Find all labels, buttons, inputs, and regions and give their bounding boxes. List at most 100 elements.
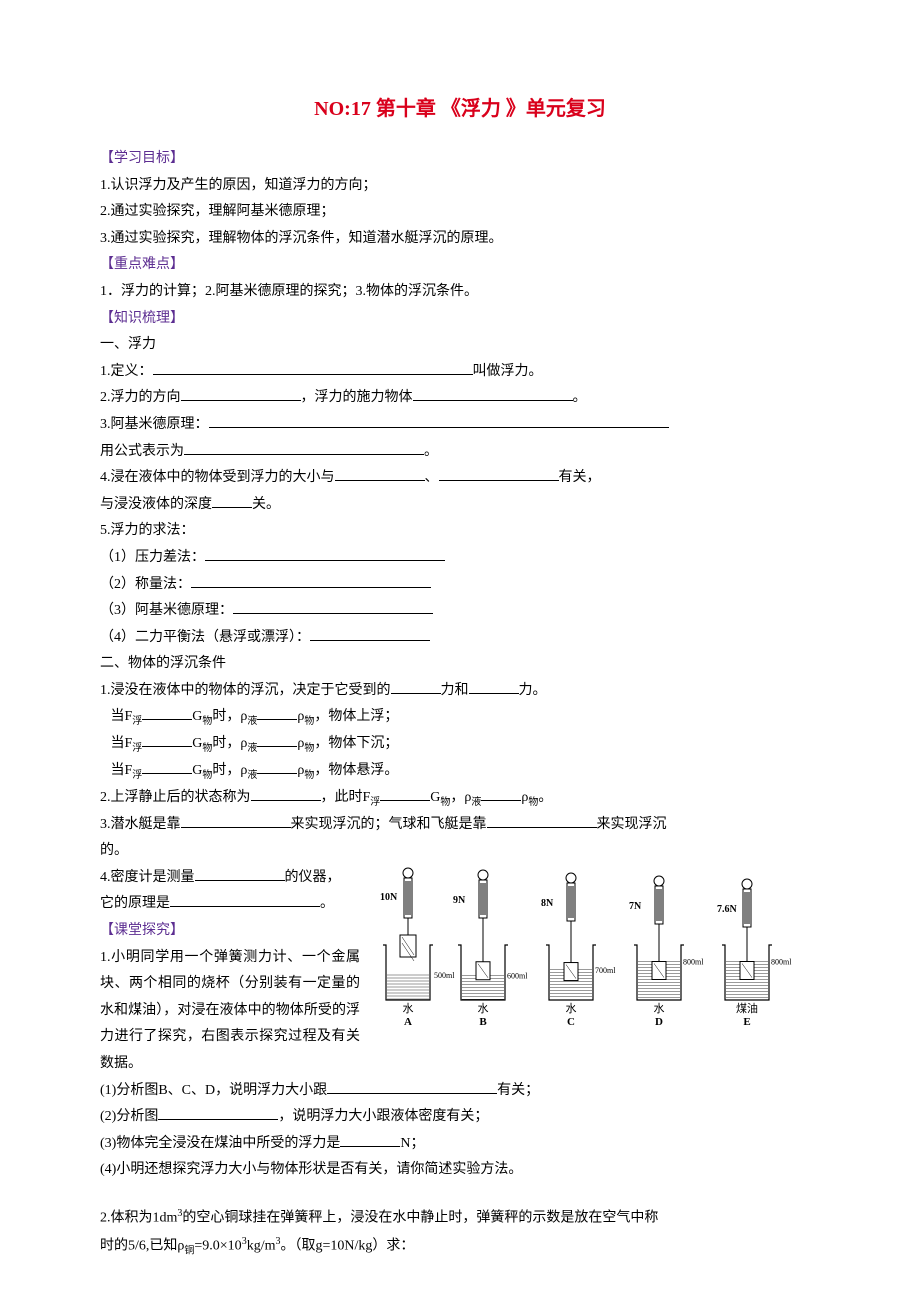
blank	[142, 719, 192, 720]
sub-wu: 物	[440, 797, 450, 808]
c1-q2-a: (2)分析图	[100, 1109, 158, 1124]
s4-a: 4.密度计是测量	[100, 870, 195, 885]
svg-text:700ml: 700ml	[595, 966, 616, 975]
objective-2: 2.通过实验探究，理解阿基米德原理；	[100, 199, 820, 226]
k3: 3.阿基米德原理：	[100, 412, 820, 439]
svg-text:D: D	[655, 1016, 663, 1028]
s2-b: ，此时F	[321, 790, 371, 805]
blank	[257, 773, 297, 774]
svg-text:A: A	[404, 1016, 412, 1028]
k5-3-text: （3）阿基米德原理：	[100, 603, 233, 618]
s1-cond2-end: ，物体下沉；	[314, 736, 398, 751]
c1-q1-b: 有关；	[497, 1083, 539, 1098]
k5: 5.浮力的求法：	[100, 518, 820, 545]
blank	[257, 746, 297, 747]
blank	[340, 1146, 400, 1147]
k5-2-text: （2）称量法：	[100, 577, 191, 592]
s1-b: 力和	[441, 683, 469, 698]
s3-2: 的。	[100, 838, 820, 865]
page-title: NO:17 第十章 《浮力 》单元复习	[100, 90, 820, 128]
k3-a: 3.阿基米德原理：	[100, 417, 209, 432]
svg-text:水: 水	[403, 1002, 414, 1015]
svg-text:10N: 10N	[380, 892, 398, 903]
sub-fu: 浮	[132, 716, 142, 727]
blank	[335, 480, 425, 481]
svg-text:水: 水	[478, 1002, 489, 1015]
k3-b: 用公式表示为	[100, 444, 184, 459]
knowledge-h2: 二、物体的浮沉条件	[100, 651, 820, 678]
blank	[142, 773, 192, 774]
s2-a: 2.上浮静止后的状态称为	[100, 790, 251, 805]
sub-ye: 液	[247, 770, 257, 781]
focus-1: 1．浮力的计算；2.阿基米德原理的探究；3.物体的浮沉条件。	[100, 279, 820, 306]
s1: 1.浸没在液体中的物体的浮沉，决定于它受到的力和力。	[100, 678, 820, 705]
section-knowledge: 【知识梳理】	[100, 311, 184, 326]
blank	[257, 719, 297, 720]
sub-wu: 物	[202, 743, 212, 754]
blank	[184, 454, 424, 455]
c2-f: 。（取g=10N/kg）求：	[280, 1239, 414, 1254]
s2-f: 。	[538, 790, 552, 805]
k1-text: 1.定义：	[100, 364, 153, 379]
s1-cond1: 当F浮G物时，ρ液ρ物，物体上浮；	[100, 704, 820, 731]
objective-1: 1.认识浮力及产生的原因，知道浮力的方向；	[100, 173, 820, 200]
blank	[212, 507, 252, 508]
c2-c: 时的5/6,已知ρ	[100, 1239, 184, 1254]
sub-wu2: 物	[528, 797, 538, 808]
s3: 3.潜水艇是靠来实现浮沉的；气球和飞艇是靠来实现浮沉	[100, 812, 820, 839]
section-focus: 【重点难点】	[100, 257, 184, 272]
svg-text:500ml: 500ml	[434, 971, 455, 980]
blank	[439, 480, 559, 481]
c2-b: 的空心铜球挂在弹簧秤上，浸没在水中静止时，弹簧秤的示数是放在空气中称	[182, 1211, 658, 1226]
s4-2: 它的原理是。	[100, 891, 360, 918]
svg-text:600ml: 600ml	[507, 971, 528, 980]
svg-text:7N: 7N	[629, 901, 642, 912]
c1-q3-a: (3)物体完全浸没在煤油中所受的浮力是	[100, 1136, 340, 1151]
blank	[380, 800, 430, 801]
c1-q3-b: N；	[400, 1136, 424, 1151]
blank	[158, 1119, 278, 1120]
section-objectives: 【学习目标】	[100, 151, 184, 166]
blank	[142, 746, 192, 747]
k4-e: 关。	[252, 497, 280, 512]
s3-b: 来实现浮沉的；气球和飞艇是靠	[291, 817, 487, 832]
sub-fu: 浮	[370, 797, 380, 808]
c2-a: 2.体积为1dm	[100, 1211, 177, 1226]
blank	[487, 827, 597, 828]
c1-q3: (3)物体完全浸没在煤油中所受的浮力是 N；	[100, 1131, 820, 1158]
blank	[209, 427, 669, 428]
knowledge-h1: 一、浮力	[100, 332, 820, 359]
k2-c: 。	[573, 390, 587, 405]
s1-a: 1.浸没在液体中的物体的浮沉，决定于它受到的	[100, 683, 391, 698]
k4-2: 与浸没液体的深度关。	[100, 492, 820, 519]
svg-text:水: 水	[654, 1002, 665, 1015]
k4-c: 有关，	[559, 470, 601, 485]
s2: 2.上浮静止后的状态称为，此时F浮G物，ρ液ρ物。	[100, 785, 820, 812]
sub-ye: 液	[247, 716, 257, 727]
blank	[191, 587, 431, 588]
k5-1-text: （1）压力差法：	[100, 550, 205, 565]
blank	[195, 880, 285, 881]
svg-text:7.6N: 7.6N	[717, 904, 738, 915]
svg-text:800ml: 800ml	[771, 957, 792, 966]
k5-4-text: （4）二力平衡法（悬浮或漂浮）：	[100, 630, 310, 645]
s4: 4.密度计是测量的仪器，	[100, 865, 360, 892]
sub-cu: 铜	[184, 1246, 194, 1257]
svg-text:水: 水	[566, 1002, 577, 1015]
blank	[205, 560, 445, 561]
c1-q2: (2)分析图，说明浮力大小跟液体密度有关；	[100, 1104, 820, 1131]
blank	[153, 374, 473, 375]
sub-wu2: 物	[304, 743, 314, 754]
k4-b: 、	[425, 470, 439, 485]
blank	[181, 827, 291, 828]
svg-text:800ml: 800ml	[683, 957, 704, 966]
s1-cond1-end: ，物体上浮；	[314, 709, 398, 724]
s1-cond3: 当F浮G物时，ρ液ρ物，物体悬浮。	[100, 758, 820, 785]
c1-para: 1.小明同学用一个弹簧测力计、一个金属块、两个相同的烧杯（分别装有一定量的水和煤…	[100, 945, 360, 1078]
blank	[181, 400, 301, 401]
c2-e: kg/m	[247, 1239, 276, 1254]
s2-c: G	[430, 790, 440, 805]
k5-1: （1）压力差法：	[100, 545, 820, 572]
svg-text:煤油: 煤油	[736, 1001, 758, 1015]
svg-text:C: C	[567, 1016, 575, 1028]
